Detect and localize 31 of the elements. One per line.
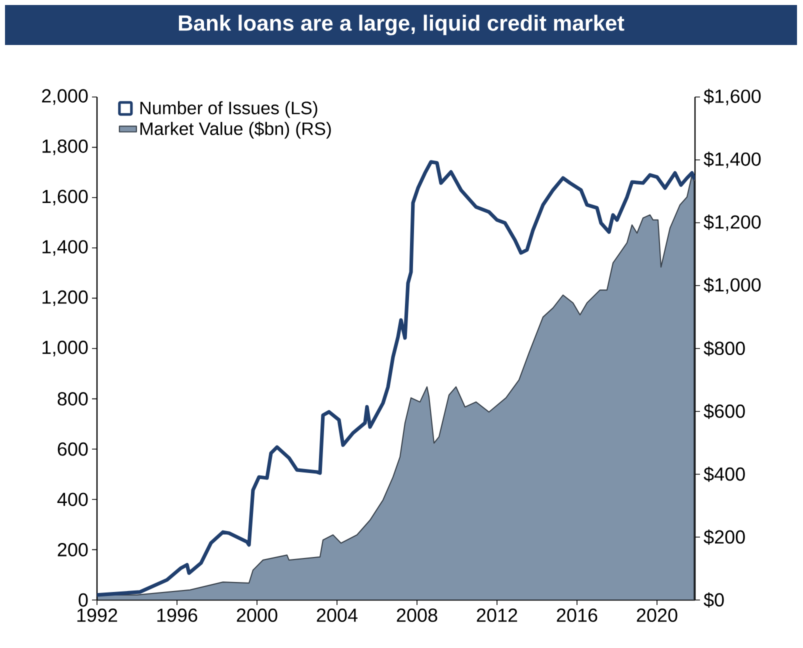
y2-tick-label: $1,200 — [704, 214, 761, 231]
x-tick-label: 2004 — [316, 608, 358, 622]
x-tick-label: 2000 — [236, 608, 278, 622]
y-tick-label: 200 — [58, 543, 88, 556]
y2-tick-label: $1,000 — [704, 277, 761, 294]
legend-label: Market Value ($bn) (RS) — [140, 122, 331, 139]
x-tick-label: 1996 — [157, 608, 198, 622]
y-tick-label: 1,600 — [42, 190, 88, 206]
y2-tick-label: $400 — [704, 466, 745, 482]
y-tick-label: 1,400 — [42, 240, 88, 256]
y2-tick-label: $0 — [704, 592, 724, 608]
y-tick-label: 1,200 — [42, 290, 88, 306]
x-tick-label: 2016 — [556, 608, 598, 622]
x-tick-label: 2008 — [396, 608, 438, 622]
x-tick-label: 2012 — [476, 608, 518, 622]
legend-label: Number of Issues (LS) — [140, 101, 318, 118]
y2-tick-label: $200 — [704, 529, 745, 545]
y2-tick-label: $600 — [704, 404, 745, 420]
y2-tick-label: $800 — [704, 340, 745, 356]
y-tick-label: 800 — [58, 392, 88, 406]
y-tick-label: 0 — [78, 593, 88, 607]
x-tick-label: 1992 — [77, 608, 118, 622]
y-tick-label: 2,000 — [42, 89, 88, 105]
y-tick-label: 1,000 — [42, 340, 88, 356]
y-tick-label: 1,800 — [42, 139, 88, 156]
chart-title: Bank loans are a large, liquid credit market — [178, 14, 624, 36]
y-tick-label: 600 — [58, 442, 88, 456]
y-tick-label: 400 — [57, 492, 88, 506]
y2-tick-label: $1,600 — [704, 88, 761, 106]
y2-tick-label: $1,400 — [704, 152, 761, 168]
x-tick-label: 2020 — [636, 608, 678, 622]
